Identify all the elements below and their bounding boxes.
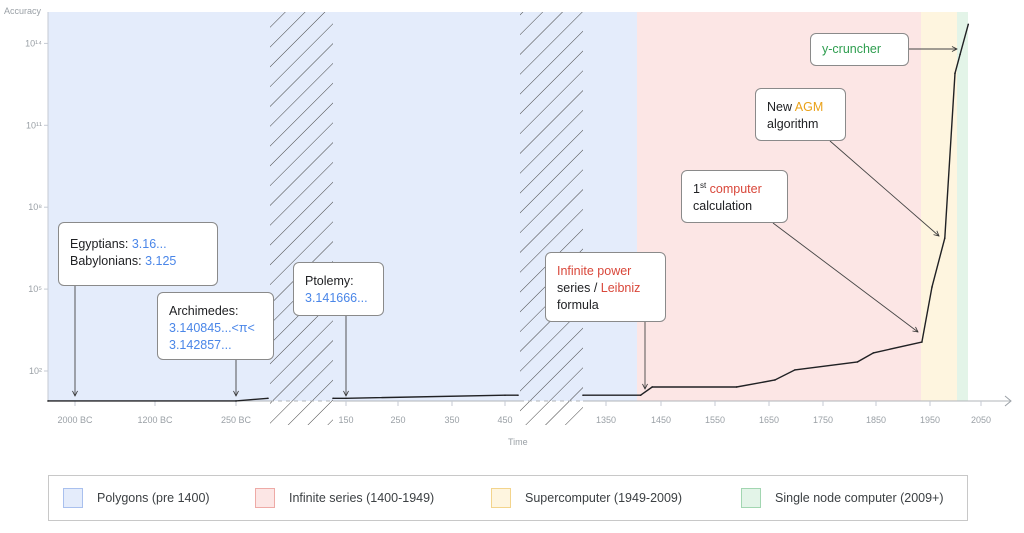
legend-swatch [491, 488, 511, 508]
data-point [959, 53, 961, 56]
x-tick-label: 450 [497, 415, 512, 425]
x-tick-label: 1850 [866, 415, 886, 425]
series-line-segment [333, 394, 518, 399]
ann-text: formula [557, 298, 599, 312]
ann-highlight: Leibniz [600, 281, 641, 295]
x-axis-arrow [1004, 395, 1012, 407]
y-tick-label: 10¹⁴ [25, 38, 42, 48]
annotation-arrow [829, 140, 939, 236]
ann-value: 3.140845...<π< [169, 321, 255, 335]
x-tick-label: 1750 [813, 415, 833, 425]
data-point [735, 386, 738, 388]
data-point [332, 397, 334, 400]
ann-value: 3.125 [145, 254, 177, 268]
ann-text: calculation [693, 199, 753, 213]
data-point [235, 400, 237, 402]
legend-label: Infinite series (1400-1949) [289, 491, 435, 505]
series-line-segment [583, 24, 969, 396]
data-point [954, 72, 956, 75]
annotation-y-cruncher: y-cruncher [810, 33, 909, 66]
annotation-first-computer: 1st computer calculation [681, 170, 788, 223]
ann-value: 3.16... [131, 237, 167, 251]
axis-break-hatch [270, 12, 333, 425]
annotation-egyptians: Egyptians: 3.16... Babylonians: 3.125 [58, 222, 218, 286]
data-point [47, 400, 49, 402]
y-tick-label: 10² [29, 366, 42, 376]
ann-highlight: Infinite power [557, 264, 632, 278]
era-band [957, 12, 968, 401]
x-tick-label: 350 [444, 415, 459, 425]
annotation-arrow [772, 222, 918, 332]
annotation-infinite-series: Infinite power series / Leibniz formula [545, 252, 666, 322]
data-point [872, 352, 875, 354]
legend: Polygons (pre 1400) Infinite series (140… [48, 475, 968, 521]
ann-highlight: computer [706, 182, 762, 196]
annotation-archimedes: Archimedes: 3.140845...<π< 3.142857... [157, 292, 274, 360]
x-tick-label: 150 [338, 415, 353, 425]
ann-text: Babylonians: [70, 254, 146, 268]
x-tick-label: 2000 BC [57, 415, 93, 425]
legend-swatch [741, 488, 761, 508]
ann-text: New [767, 100, 795, 114]
y-tick-label: 10¹¹ [26, 120, 42, 130]
x-tick-label: 1550 [705, 415, 725, 425]
data-point [517, 394, 519, 396]
data-point [267, 397, 269, 400]
ann-text: algorithm [767, 117, 819, 131]
ann-highlight: y-cruncher [822, 42, 882, 56]
x-tick-label: 1950 [920, 415, 940, 425]
x-tick-label: 1200 BC [137, 415, 173, 425]
ann-value: 3.142857... [169, 338, 232, 352]
x-tick-label: 1650 [759, 415, 779, 425]
annotation-agm: New AGM algorithm [755, 88, 846, 141]
ann-highlight: AGM [794, 100, 824, 114]
data-point [582, 394, 584, 396]
data-point [504, 394, 506, 396]
data-point [856, 361, 859, 363]
axis-break-hatch [520, 12, 583, 425]
data-point [967, 23, 970, 26]
data-point [345, 397, 347, 400]
y-tick-label: 10⁸ [28, 202, 42, 212]
x-tick-label: 250 [390, 415, 405, 425]
data-point [774, 379, 776, 381]
data-point [651, 386, 653, 388]
data-point [931, 286, 933, 288]
legend-item-supercomputer: Supercomputer (1949-2009) [491, 488, 682, 508]
legend-item-infinite-series: Infinite series (1400-1949) [255, 488, 434, 508]
ann-text: series / [557, 281, 601, 295]
era-band [921, 12, 957, 401]
x-tick-label: 1450 [651, 415, 671, 425]
legend-item-polygons: Polygons (pre 1400) [63, 488, 210, 508]
data-point [794, 369, 796, 371]
ann-text: st [699, 181, 707, 190]
y-tick-label: 10⁵ [28, 284, 42, 294]
legend-swatch [255, 488, 275, 508]
legend-item-single-node: Single node computer (2009+) [741, 488, 944, 508]
data-point [943, 237, 946, 239]
y-axis-label: Accuracy [4, 6, 42, 16]
data-point [639, 394, 642, 396]
ann-value: 3.141666... [305, 291, 368, 305]
x-axis-label: Time [508, 437, 528, 447]
legend-swatch [63, 488, 83, 508]
x-tick-label: 2050 [971, 415, 991, 425]
annotation-ptolemy: Ptolemy: 3.141666... [293, 262, 384, 316]
ann-text: 1 [693, 182, 700, 196]
ann-text: Ptolemy: [305, 274, 354, 288]
ann-text: Archimedes: [169, 304, 239, 318]
legend-label: Supercomputer (1949-2009) [525, 491, 683, 505]
data-point [921, 341, 923, 343]
legend-label: Polygons (pre 1400) [97, 491, 210, 505]
x-tick-label: 1350 [596, 415, 616, 425]
legend-label: Single node computer (2009+) [775, 491, 944, 505]
ann-text: Egyptians: [70, 237, 132, 251]
x-tick-label: 250 BC [221, 415, 252, 425]
